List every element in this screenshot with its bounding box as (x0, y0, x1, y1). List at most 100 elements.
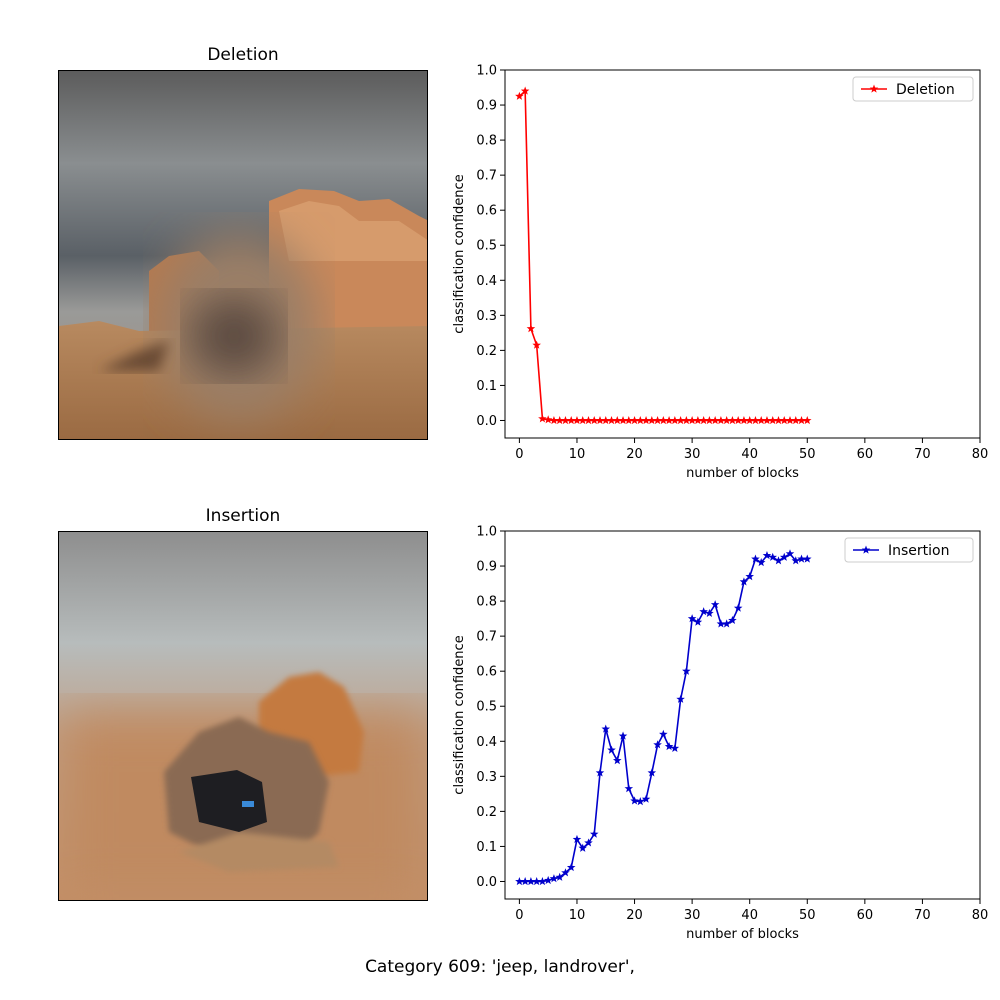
data-point (607, 745, 616, 754)
data-point (647, 768, 657, 777)
data-point (687, 614, 697, 623)
y-tick-label: 0.1 (476, 379, 497, 394)
x-tick-label: 50 (799, 908, 816, 923)
data-point (768, 415, 778, 425)
license-plate (242, 801, 254, 807)
data-point (774, 415, 783, 425)
legend-label: Deletion (896, 82, 955, 98)
data-point (710, 415, 720, 425)
y-axis-label: classification confidence (452, 174, 467, 333)
x-tick-label: 20 (626, 447, 643, 462)
y-tick-label: 0.5 (476, 239, 497, 254)
y-tick-label: 0.2 (476, 805, 497, 820)
data-point (520, 876, 530, 886)
data-point (641, 415, 651, 425)
data-point (612, 756, 622, 765)
x-axis-label: number of blocks (686, 466, 799, 481)
data-point (728, 615, 737, 625)
data-point (802, 554, 812, 563)
data-point (791, 556, 801, 565)
y-axis-label: classification confidence (452, 635, 467, 794)
x-tick-label: 80 (972, 447, 989, 462)
y-tick-label: 0.3 (476, 309, 497, 324)
data-point (768, 552, 778, 561)
data-point (601, 415, 611, 425)
data-point (762, 551, 772, 560)
y-tick-label: 0.4 (476, 735, 497, 750)
data-point (722, 415, 731, 425)
deletion-chart: 0 10 20 30 40 50 60 70 80 0.0 0.1 0.2 0.3 0.4 0.5 0.6 0.… (452, 64, 989, 482)
data-point (745, 415, 754, 425)
category-caption: Category 609: 'jeep, landrover', (365, 957, 635, 977)
deletion-image (58, 70, 428, 440)
data-point (791, 415, 801, 425)
data-point (693, 415, 703, 425)
data-point (699, 607, 708, 616)
data-point (641, 794, 651, 803)
data-point (779, 552, 789, 561)
data-point (751, 554, 760, 563)
data-point (705, 415, 714, 425)
x-tick-label: 60 (857, 908, 874, 923)
y-tick-label: 0.0 (476, 875, 497, 890)
x-tick-label: 20 (626, 908, 643, 923)
data-point (728, 415, 737, 425)
data-point (624, 784, 634, 793)
legend-box (844, 537, 974, 563)
data-point (653, 740, 662, 749)
data-point (716, 619, 726, 628)
data-point (716, 415, 726, 425)
x-tick-label: 0 (515, 447, 523, 462)
data-point (630, 796, 639, 805)
legend-marker (869, 84, 879, 93)
data-point (647, 415, 657, 425)
data-point (555, 872, 564, 881)
y-tick-label: 1.0 (476, 64, 497, 79)
insertion-chart: 0 10 20 30 40 50 60 70 80 0.0 0.1 0.2 0.3 0.4 0.5 0.6 0.… (452, 525, 989, 943)
data-point (797, 415, 806, 425)
data-point (699, 415, 708, 425)
insertion-image (58, 531, 428, 901)
x-tick-label: 70 (914, 447, 931, 462)
data-point (722, 619, 731, 628)
data-point (785, 549, 795, 558)
x-tick-label: 30 (684, 447, 701, 462)
data-point (659, 729, 668, 738)
data-point (515, 91, 524, 100)
data-point (555, 415, 564, 425)
data-point (785, 415, 795, 425)
data-point (739, 577, 749, 586)
data-point (745, 572, 754, 581)
data-point (756, 558, 766, 567)
data-point (687, 415, 697, 425)
y-tick-label: 0.7 (476, 630, 497, 645)
x-tick-label: 30 (684, 908, 701, 923)
data-point (526, 324, 536, 333)
data-point (733, 603, 743, 612)
data-point (538, 876, 547, 886)
data-point (774, 556, 783, 565)
data-point (618, 731, 628, 740)
data-point (543, 415, 553, 424)
data-point (762, 415, 772, 425)
x-tick-label: 70 (914, 908, 931, 923)
data-point (584, 415, 593, 425)
deletion-image-title: Deletion (207, 45, 279, 65)
data-point (566, 415, 576, 425)
data-point (733, 415, 743, 425)
x-tick-label: 60 (857, 447, 874, 462)
data-point (618, 415, 628, 425)
y-tick-label: 0.8 (476, 134, 497, 149)
data-point (566, 862, 576, 872)
x-axis-label: number of blocks (686, 927, 799, 942)
data-point (751, 415, 760, 425)
data-point (756, 415, 766, 425)
insertion-image-title: Insertion (205, 506, 281, 526)
x-tick-label: 50 (799, 447, 816, 462)
data-point (601, 724, 611, 733)
x-tick-label: 80 (972, 908, 989, 923)
data-point (515, 876, 524, 886)
y-tick-label: 0.6 (476, 665, 497, 680)
x-tick-label: 10 (569, 447, 586, 462)
x-tick-label: 10 (569, 908, 586, 923)
